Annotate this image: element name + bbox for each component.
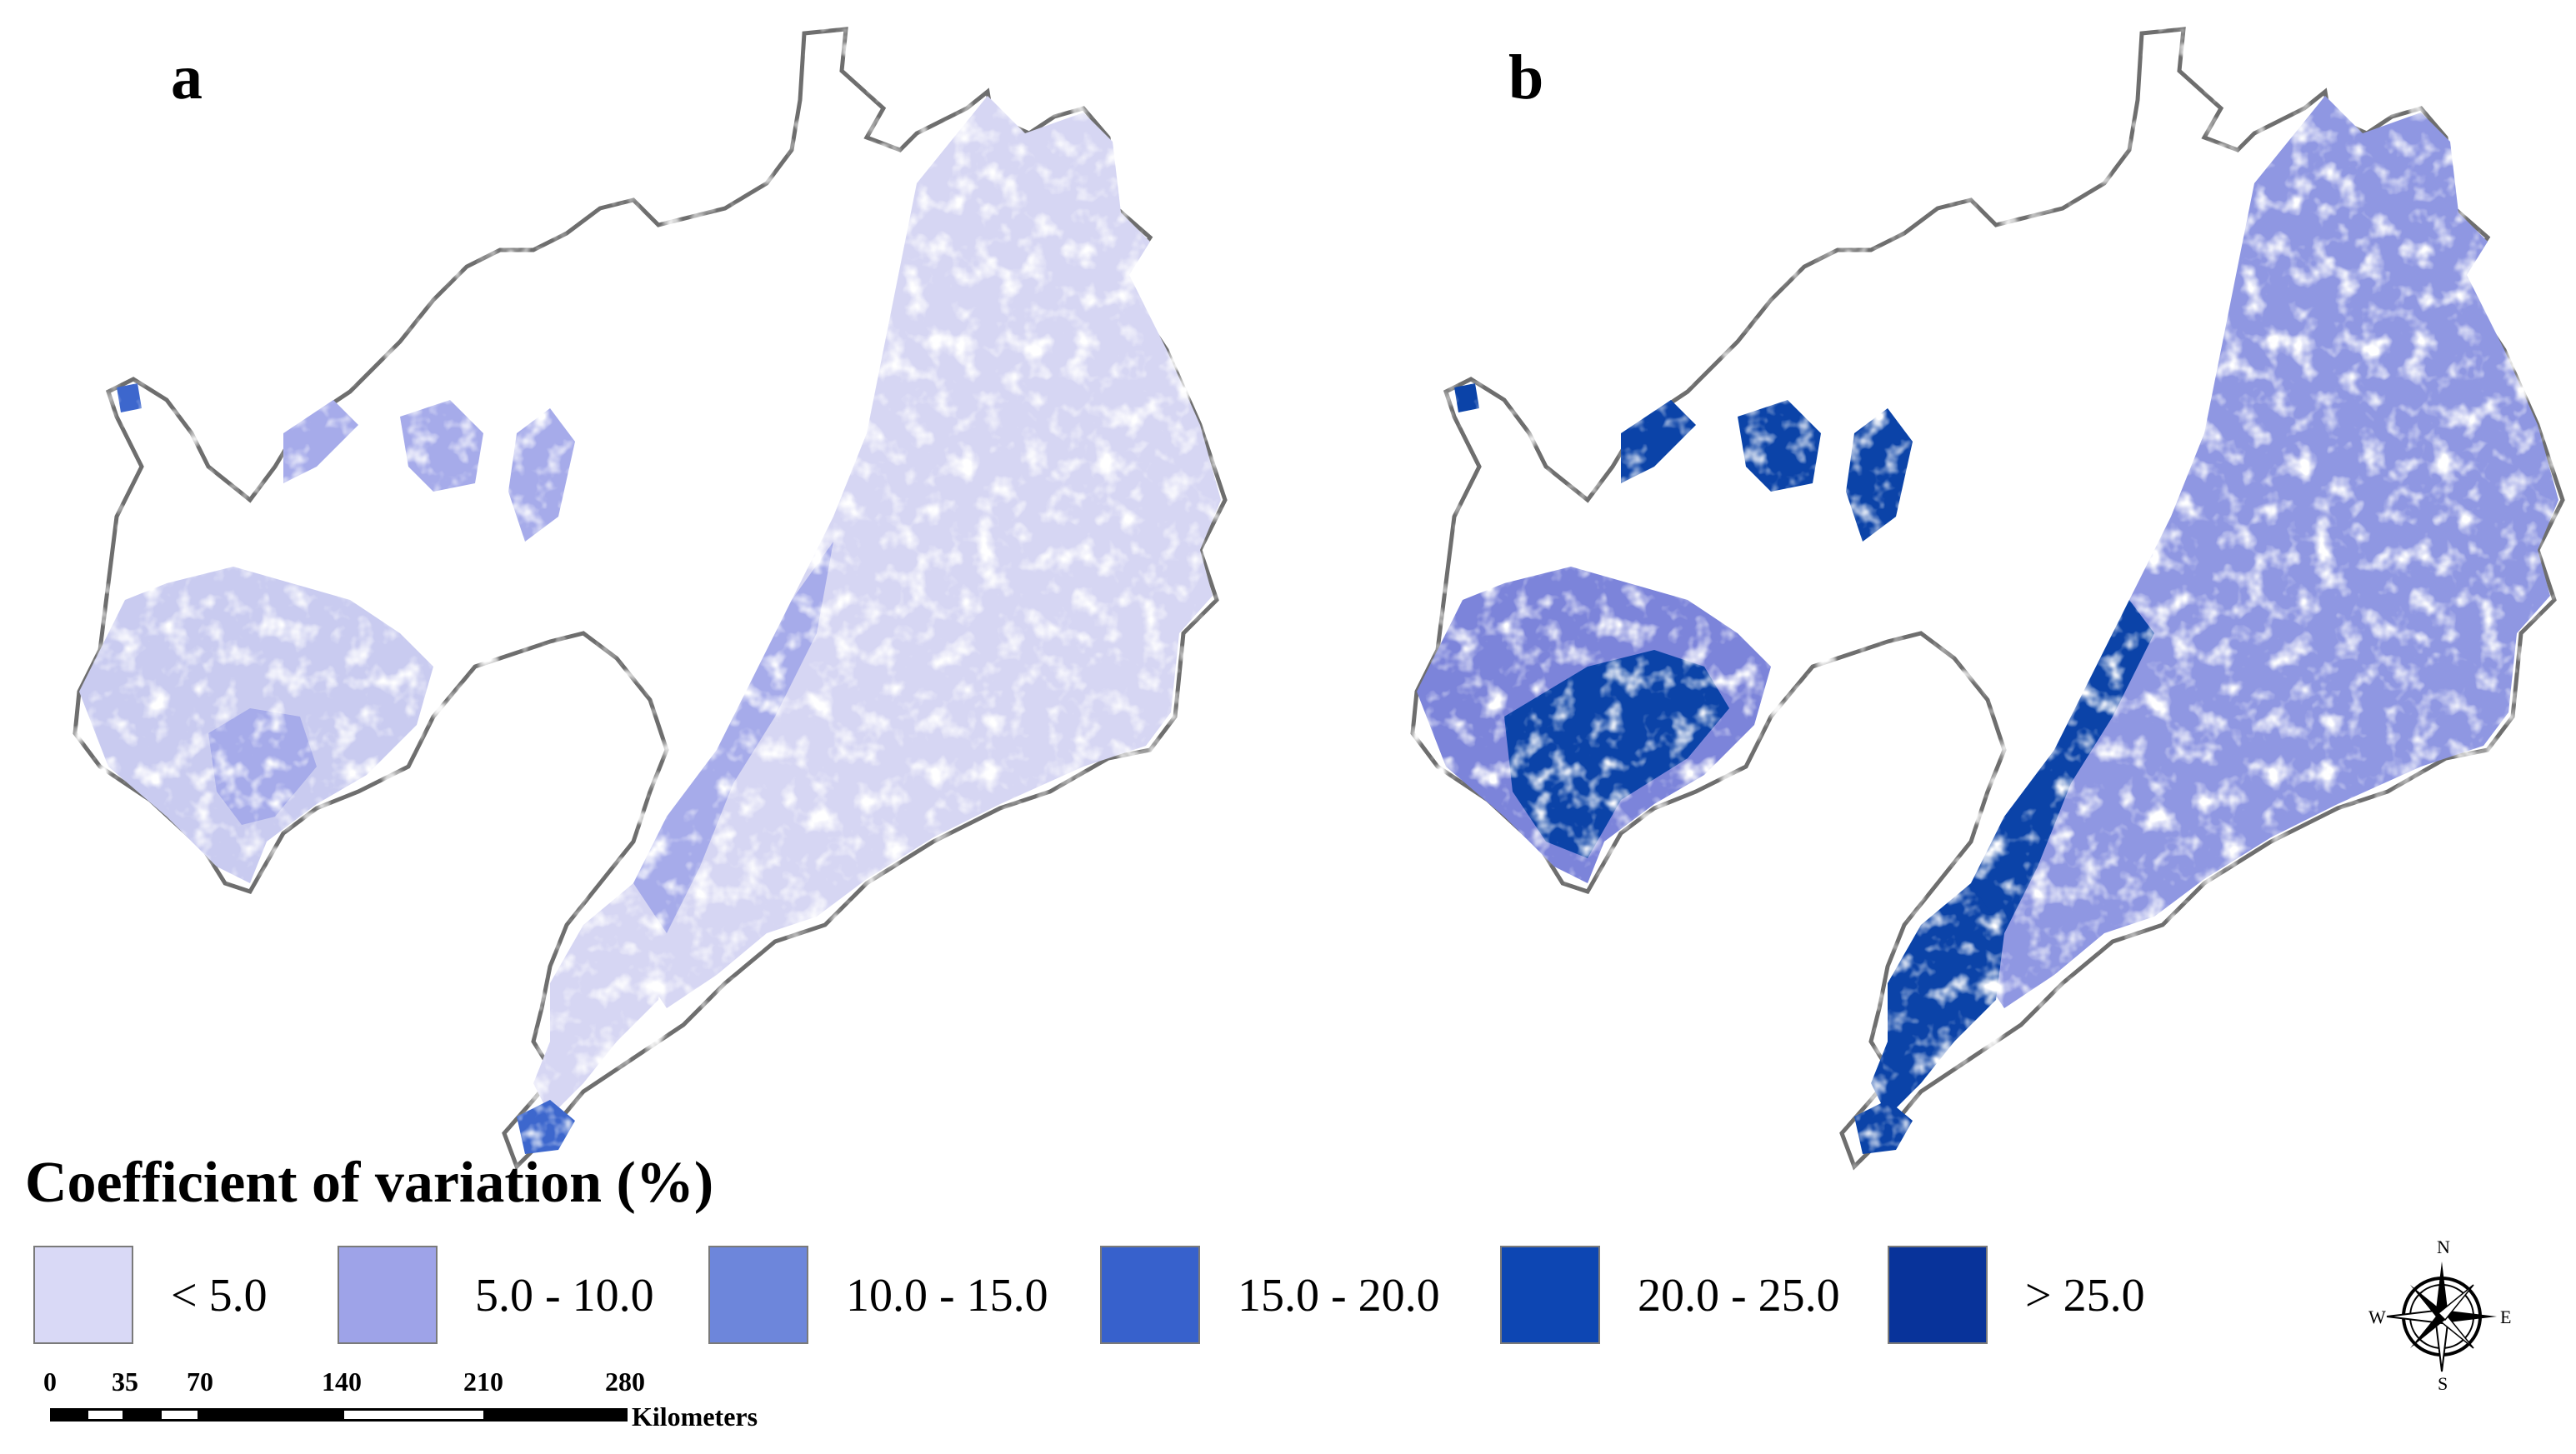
scale-bar: 0 35 70 140 210 280 Kilometers: [43, 1367, 800, 1450]
scale-tick-210: 210: [463, 1367, 503, 1397]
legend-label-20-25: 20.0 - 25.0: [1638, 1270, 1840, 1322]
scale-tick-140: 140: [322, 1367, 362, 1397]
legend-swatch-gt25: [1888, 1246, 1988, 1344]
compass-n: N: [2437, 1237, 2450, 1257]
legend-swatch-lt5: [33, 1246, 133, 1344]
map-texture-a: [50, 25, 1250, 1175]
scale-seg-1: [50, 1408, 88, 1422]
scale-tick-0: 0: [43, 1367, 57, 1397]
scale-units: Kilometers: [632, 1402, 758, 1432]
legend-label-15-20: 15.0 - 20.0: [1238, 1270, 1440, 1322]
scale-seg-7: [483, 1408, 628, 1422]
panel-label-a: a: [171, 42, 203, 112]
legend-swatch-10-15: [708, 1246, 808, 1344]
north-arrow: N S E W: [2367, 1237, 2517, 1394]
map-panel-a: a: [50, 25, 1250, 1175]
legend-swatch-5-10: [338, 1246, 438, 1344]
scale-seg-2: [86, 1408, 125, 1422]
map-panel-b: b: [1388, 25, 2576, 1175]
compass-e: E: [2500, 1307, 2512, 1327]
compass-rose-icon: [2386, 1262, 2497, 1372]
legend-label-10-15: 10.0 - 15.0: [846, 1270, 1048, 1322]
scale-seg-4: [159, 1408, 200, 1422]
scale-seg-3: [123, 1408, 162, 1422]
scale-tick-70: 70: [187, 1367, 213, 1397]
legend-label-lt5: < 5.0: [171, 1270, 268, 1322]
map-texture-b: [1388, 25, 2576, 1175]
panel-label-b: b: [1508, 42, 1543, 112]
scale-tick-280: 280: [605, 1367, 645, 1397]
scale-seg-6: [342, 1408, 486, 1422]
legend-label-gt25: > 25.0: [2025, 1270, 2145, 1322]
scale-seg-5: [198, 1408, 344, 1422]
legend-label-5-10: 5.0 - 10.0: [475, 1270, 654, 1322]
legend-swatch-15-20: [1100, 1246, 1200, 1344]
scale-tick-35: 35: [112, 1367, 138, 1397]
compass-w: W: [2368, 1307, 2386, 1327]
legend-title: Coefficient of variation (%): [25, 1151, 714, 1215]
legend-swatch-20-25: [1500, 1246, 1600, 1344]
legend: < 5.0 5.0 - 10.0 10.0 - 15.0 15.0 - 20.0…: [33, 1246, 2217, 1354]
compass-s: S: [2438, 1373, 2448, 1394]
